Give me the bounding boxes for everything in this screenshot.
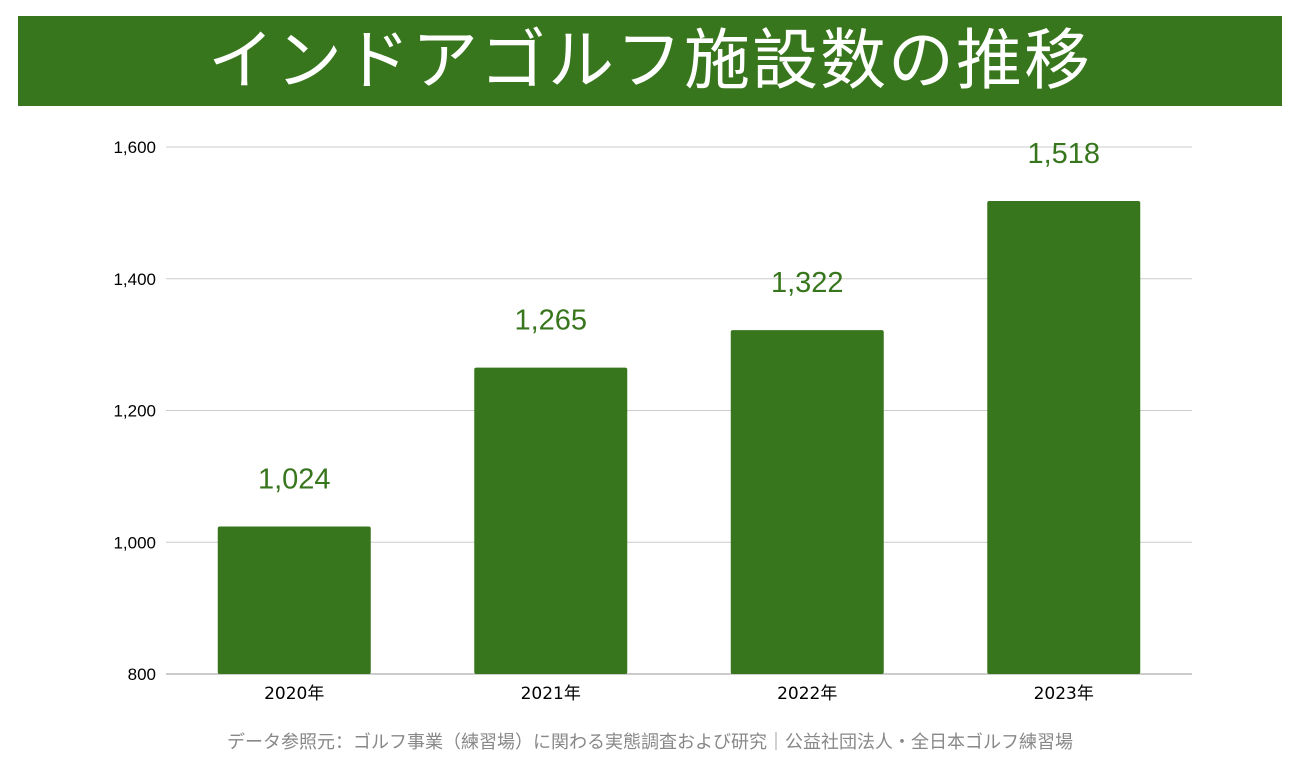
y-tick-label: 1,000 bbox=[113, 533, 156, 552]
y-tick-label: 1,600 bbox=[113, 138, 156, 157]
x-tick-label: 2023年 bbox=[1034, 684, 1094, 704]
bars bbox=[217, 201, 1141, 674]
data-label: 1,518 bbox=[1027, 138, 1100, 170]
x-axis-ticks: 2020年 2021年 2022年 2023年 bbox=[264, 684, 1094, 704]
y-tick-label: 800 bbox=[128, 665, 156, 684]
bar-2020年 bbox=[217, 526, 371, 674]
bar-2022年 bbox=[730, 330, 884, 674]
x-tick-label: 2022年 bbox=[777, 684, 837, 704]
x-tick-label: 2021年 bbox=[521, 684, 581, 704]
data-label: 1,322 bbox=[771, 267, 844, 299]
data-label: 1,024 bbox=[258, 463, 331, 495]
chart-title: インドアゴルフ施設数の推移 bbox=[208, 22, 1092, 99]
bar-2021年 bbox=[474, 367, 628, 674]
data-labels: 1,024 1,265 1,322 1,518 bbox=[258, 138, 1100, 495]
data-label: 1,265 bbox=[514, 305, 587, 337]
source-note: データ参照元：ゴルフ事業（練習場）に関わる実態調査および研究｜公益社団法人・全日… bbox=[227, 732, 1073, 753]
y-tick-label: 1,400 bbox=[113, 270, 156, 289]
x-tick-label: 2020年 bbox=[264, 684, 324, 704]
y-tick-label: 1,200 bbox=[113, 402, 156, 421]
bar-2023年 bbox=[987, 201, 1141, 674]
title-banner: インドアゴルフ施設数の推移 bbox=[18, 16, 1282, 106]
y-axis-ticks: 800 1,000 1,200 1,400 1,600 bbox=[113, 138, 156, 684]
